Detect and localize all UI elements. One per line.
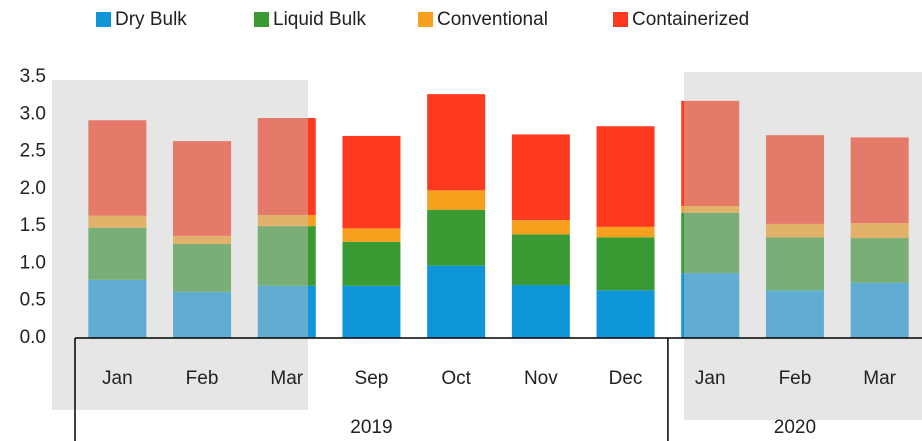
x-tick-label: Dec [609,368,643,389]
bar-segment [765,290,824,338]
bar-segment [257,226,316,286]
legend-label: Containerized [632,9,749,30]
bar-segment [596,126,655,227]
bar-segment [88,279,147,338]
bar-segment [88,215,147,228]
bar-segment [173,291,232,338]
bar-segment [850,137,909,224]
group-label: 2020 [774,417,816,438]
bar-segment [850,238,909,283]
y-tick-label: 3.5 [20,66,46,87]
legend-label: Conventional [437,9,548,30]
bar-segment [427,190,486,210]
legend-swatch [96,12,111,27]
highlight-shade [52,80,308,410]
x-tick-label: Oct [441,368,471,389]
bar-segment [850,223,909,239]
bar-segment [173,244,232,292]
bar-segment [596,237,655,291]
bar-segment [342,228,401,242]
bar-segment [511,134,570,221]
y-tick-label: 1.5 [20,215,46,236]
bar-segment [850,282,909,338]
bar-segment [511,234,570,286]
x-tick-label: Feb [186,368,219,389]
bar-segment [173,235,232,245]
bar-segment [257,118,316,215]
bar-segment [596,290,655,338]
x-tick-label: Jan [695,368,726,389]
y-tick-label: 0.5 [20,290,46,311]
y-tick-label: 0.0 [20,327,46,348]
bar-segment [681,206,740,213]
bar-segment [681,100,740,207]
y-tick-label: 2.0 [20,178,46,199]
x-tick-label: Feb [779,368,812,389]
bar-segment [257,285,316,338]
bar-segment [342,241,401,286]
bar-segment [596,226,655,238]
x-tick-label: Mar [270,368,303,389]
legend-swatch [254,12,269,27]
bar-segment [257,214,316,227]
y-tick-label: 1.0 [20,252,46,273]
bar-segment [88,227,147,280]
legend-label: Liquid Bulk [273,9,366,30]
legend-label: Dry Bulk [115,9,187,30]
x-tick-label: Mar [863,368,896,389]
legend-swatch [613,12,628,27]
bar-segment [765,135,824,224]
bar-segment [681,273,740,338]
bar-segment [427,94,486,191]
bar-segment [511,220,570,235]
x-tick-label: Sep [355,368,389,389]
bar-segment [342,135,401,229]
highlight-shade [684,72,922,420]
bar-segment [173,141,232,236]
y-tick-label: 2.5 [20,141,46,162]
plot-area [88,94,909,338]
bar-segment [342,285,401,338]
bar-segment [88,120,147,216]
bar-segment [765,237,824,291]
bar-segment [511,285,570,338]
bar-segment [427,265,486,338]
y-tick-label: 3.0 [20,103,46,124]
x-tick-label: Jan [102,368,133,389]
bar-segment [765,223,824,238]
x-tick-label: Nov [524,368,558,389]
group-label: 2019 [350,417,392,438]
bar-segment [427,209,486,266]
bar-segment [681,212,740,274]
legend-swatch [418,12,433,27]
